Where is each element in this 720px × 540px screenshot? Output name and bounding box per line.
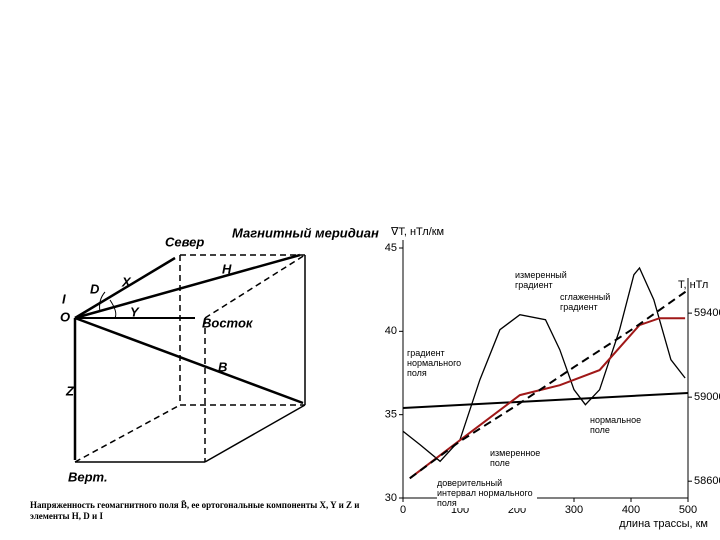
x-tick-label: 400 bbox=[622, 504, 640, 516]
x-tick-label: 500 bbox=[679, 504, 697, 516]
label-b: B bbox=[218, 359, 227, 374]
label-meridian: Магнитный меридиан bbox=[232, 225, 379, 240]
annotation: доверительный интервал нормального поля bbox=[437, 478, 537, 508]
y-axis-title: ∇T, нТл/км bbox=[390, 226, 444, 238]
x-axis-title: длина трассы, км bbox=[619, 518, 708, 530]
cube-diagram bbox=[73, 253, 306, 463]
series-label: нормальное поле bbox=[590, 415, 642, 435]
label-o: O bbox=[60, 309, 70, 324]
y-tick-label: 45 bbox=[385, 242, 397, 254]
y2-axis-title: T, нТл bbox=[678, 279, 708, 291]
label-north: Север bbox=[165, 234, 204, 249]
label-h: H bbox=[222, 261, 232, 276]
x-tick-label: 0 bbox=[400, 504, 406, 516]
series-label: измеренное поле bbox=[490, 448, 541, 468]
series-line bbox=[409, 289, 689, 480]
label-z: Z bbox=[65, 383, 75, 398]
label-i: I bbox=[62, 291, 66, 306]
y-tick-label: 40 bbox=[385, 325, 397, 337]
caption: Напряженность геомагнитного поля B̄, ее … bbox=[30, 500, 360, 521]
label-y: Y bbox=[130, 304, 140, 319]
series-line bbox=[402, 392, 689, 409]
x-tick-label: 300 bbox=[565, 504, 583, 516]
y2-tick-label: 59000 bbox=[694, 391, 720, 403]
y-tick-label: 30 bbox=[385, 492, 397, 504]
label-vert: Верт. bbox=[68, 469, 108, 484]
y-tick-label: 35 bbox=[385, 409, 397, 421]
label-d: D bbox=[90, 281, 100, 296]
annotation: сглаженный градиент bbox=[560, 292, 612, 312]
series-label: измеренный градиент bbox=[515, 270, 575, 290]
series-line bbox=[409, 317, 686, 480]
label-east: Восток bbox=[202, 315, 254, 330]
label-x: X bbox=[121, 274, 132, 289]
y2-tick-label: 58600 bbox=[694, 475, 720, 487]
series-label: градиент нормального поля bbox=[407, 348, 465, 378]
